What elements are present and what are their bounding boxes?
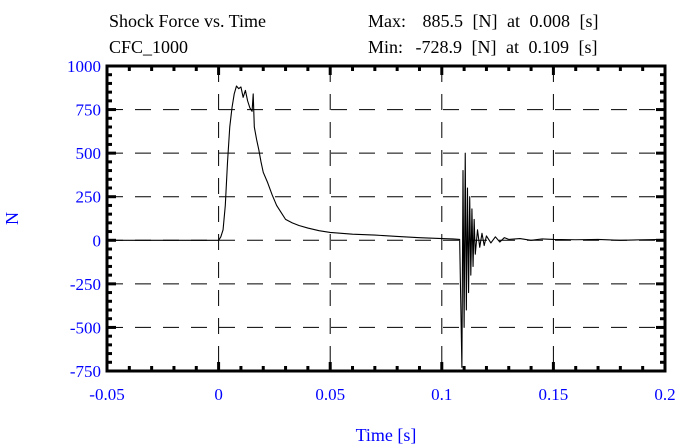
chart-subtitle: CFC_1000 — [109, 37, 188, 57]
y-tick-label: 500 — [76, 144, 102, 163]
y-axis-label: N — [2, 212, 22, 225]
y-tick-label: 0 — [93, 231, 102, 250]
series-line — [107, 85, 666, 368]
min-time: 0.109 — [529, 37, 570, 57]
x-axis-label: Time [s] — [356, 425, 417, 445]
x-tick-label: 0.05 — [315, 385, 345, 404]
y-tick-label: 750 — [76, 101, 102, 120]
y-tick-label: -250 — [70, 275, 101, 294]
ticks: -0.05 0 0.05 0.1 0.15 0.2 -750 -500 -250 0 250 500 7… — [67, 57, 676, 404]
data-layer — [107, 85, 666, 368]
max-annotation: Max: 885.5 [N] at 0.008 [s] — [368, 11, 599, 31]
max-time: 0.008 — [530, 11, 571, 31]
max-value: 885.5 — [423, 11, 464, 31]
max-label: Max: — [368, 11, 406, 31]
x-tick-label: 0 — [214, 385, 223, 404]
chart-title: Shock Force vs. Time — [109, 11, 266, 31]
min-value: -728.9 — [416, 37, 463, 57]
y-tick-label: 250 — [76, 188, 102, 207]
max-at: at — [507, 11, 520, 31]
x-tick-label: -0.05 — [89, 385, 124, 404]
min-at: at — [506, 37, 519, 57]
y-tick-label: -500 — [70, 318, 101, 337]
x-tick-label: 0.15 — [539, 385, 569, 404]
grid — [107, 66, 665, 371]
y-tick-label: 1000 — [67, 57, 101, 76]
min-time-unit: [s] — [579, 37, 598, 57]
min-unit: [N] — [472, 37, 497, 57]
y-tick-label: -750 — [70, 362, 101, 381]
min-label: Min: — [368, 37, 403, 57]
max-unit: [N] — [473, 11, 498, 31]
min-annotation: Min: -728.9 [N] at 0.109 [s] — [368, 37, 598, 57]
plot-frame — [105, 64, 667, 373]
x-tick-label: 0.1 — [431, 385, 452, 404]
max-time-unit: [s] — [580, 11, 599, 31]
x-tick-label: 0.2 — [654, 385, 675, 404]
